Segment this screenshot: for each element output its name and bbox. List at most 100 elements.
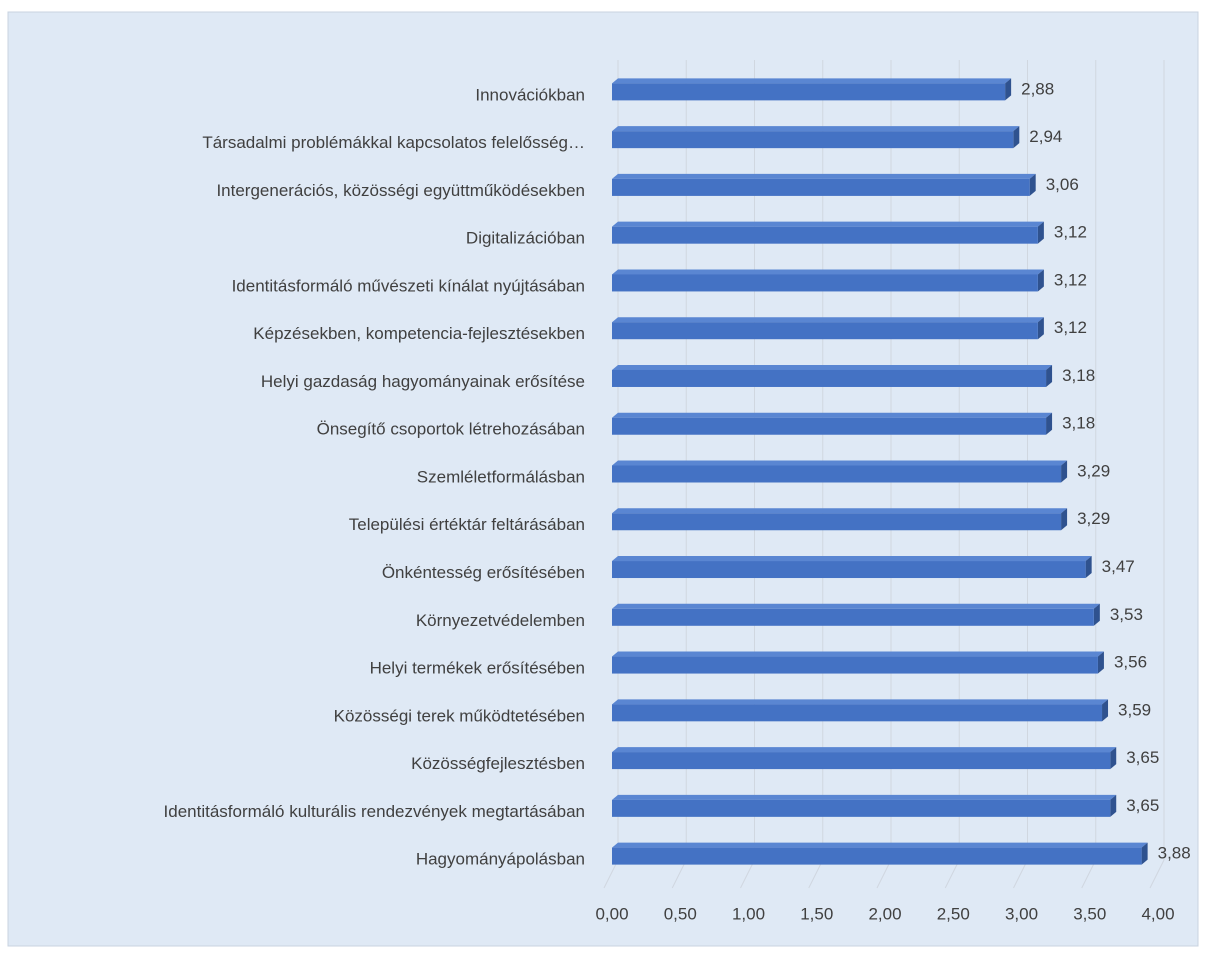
y-tick-label: Társadalmi problémákkal kapcsolatos fele… [202,133,585,152]
grid-floor [603,859,619,889]
bar-top-face [612,794,1117,800]
value-label: 3,47 [1102,557,1135,576]
bar-side-face [1013,126,1020,149]
value-label: 3,88 [1158,844,1191,863]
value-label: 3,29 [1077,509,1110,528]
y-tick-label: Önsegítő csoportok létrehozásában [317,420,585,439]
bar-top-face [612,78,1012,84]
bar-side-face [1061,508,1068,531]
x-tick-label: 2,00 [868,904,901,923]
bar-top-face [612,126,1020,132]
value-label: 3,59 [1118,700,1151,719]
x-tick-label: 3,00 [1005,904,1038,923]
bar-top-face [612,603,1100,609]
value-label: 3,06 [1046,175,1079,194]
y-tick-label: Környezetvédelemben [416,611,585,630]
grid-floor [1081,859,1097,889]
bar [612,704,1103,722]
y-tick-label: Intergenerációs, közösségi együttműködés… [216,181,585,200]
bar [612,131,1014,149]
x-tick-label: 0,00 [595,904,628,923]
value-label: 2,94 [1029,127,1062,146]
bar-top-face [612,699,1109,705]
value-label: 3,12 [1054,318,1087,337]
y-tick-label: Hagyományápolásban [416,850,585,869]
y-tick-label: Képzésekben, kompetencia-fejlesztésekben [253,324,585,343]
value-label: 3,18 [1062,366,1095,385]
y-tick-label: Identitásformáló művészeti kínálat nyújt… [232,276,585,295]
value-label: 3,65 [1126,748,1159,767]
bar [612,799,1111,817]
x-tick-label: 1,50 [800,904,833,923]
y-tick-label: Innovációkban [475,85,585,104]
bar [612,369,1047,387]
grid-floor [1013,859,1028,889]
bar-side-face [1037,317,1044,340]
bar-side-face [1085,556,1092,579]
bar [612,513,1062,531]
bar [612,752,1111,770]
bar-top-face [612,269,1044,275]
bar [612,178,1030,196]
bar [612,417,1047,435]
grid-floor [1149,859,1165,889]
bar-top-face [612,317,1044,323]
bar-top-face [612,651,1104,657]
bar [612,274,1038,292]
bar-side-face [1005,78,1012,101]
value-label: 3,29 [1077,461,1110,480]
value-label: 2,88 [1021,79,1054,98]
y-tick-label: Identitásformáló kulturális rendezvények… [164,802,585,821]
value-label: 3,56 [1114,653,1147,672]
grid-floor [944,859,960,889]
bar-side-face [1037,221,1044,244]
bar-top-face [612,364,1053,370]
bar-side-face [1110,794,1117,817]
y-tick-label: Közösségfejlesztésben [411,754,585,773]
value-label: 3,12 [1054,270,1087,289]
y-tick-label: Önkéntesség erősítésében [382,563,585,582]
bar-top-face [612,747,1117,753]
y-tick-label: Digitalizációban [466,229,585,248]
bar-side-face [1102,699,1109,722]
grid-floor [740,859,755,889]
y-tick-label: Közösségi terek működtetésében [334,706,585,725]
bar-side-face [1046,412,1053,435]
bar [612,83,1006,101]
x-tick-label: 2,50 [937,904,970,923]
bar-side-face [1037,269,1044,292]
grid-floor [671,859,687,889]
bar-side-face [1110,747,1117,770]
bar-top-face [612,173,1036,179]
bar [612,656,1098,674]
y-tick-label: Helyi termékek erősítésében [370,659,585,678]
value-label: 3,53 [1110,605,1143,624]
grid-floor [808,859,824,889]
x-tick-label: 3,50 [1073,904,1106,923]
bar [612,226,1038,244]
x-tick-label: 4,00 [1141,904,1174,923]
bar-top-face [612,412,1053,418]
x-tick-label: 1,00 [732,904,765,923]
y-tick-label: Helyi gazdaság hagyományainak erősítése [261,372,585,391]
grid-floor [876,859,892,889]
bar [612,561,1086,579]
bar [612,465,1062,483]
bar-side-face [1061,460,1068,483]
bar-side-face [1097,651,1104,674]
bar-top-face [612,556,1092,562]
y-tick-label: Szemléletformálásban [417,467,585,486]
y-tick-label: Települési értéktár feltárásában [349,515,585,534]
bar-side-face [1093,603,1100,626]
value-label: 3,18 [1062,414,1095,433]
bar-top-face [612,221,1044,227]
bar-top-face [612,508,1068,514]
bar [612,847,1142,865]
bar-side-face [1029,173,1036,196]
bar [612,322,1038,340]
bar [612,608,1094,626]
bar-side-face [1046,364,1053,387]
value-label: 3,65 [1126,796,1159,815]
bar-top-face [612,460,1068,466]
